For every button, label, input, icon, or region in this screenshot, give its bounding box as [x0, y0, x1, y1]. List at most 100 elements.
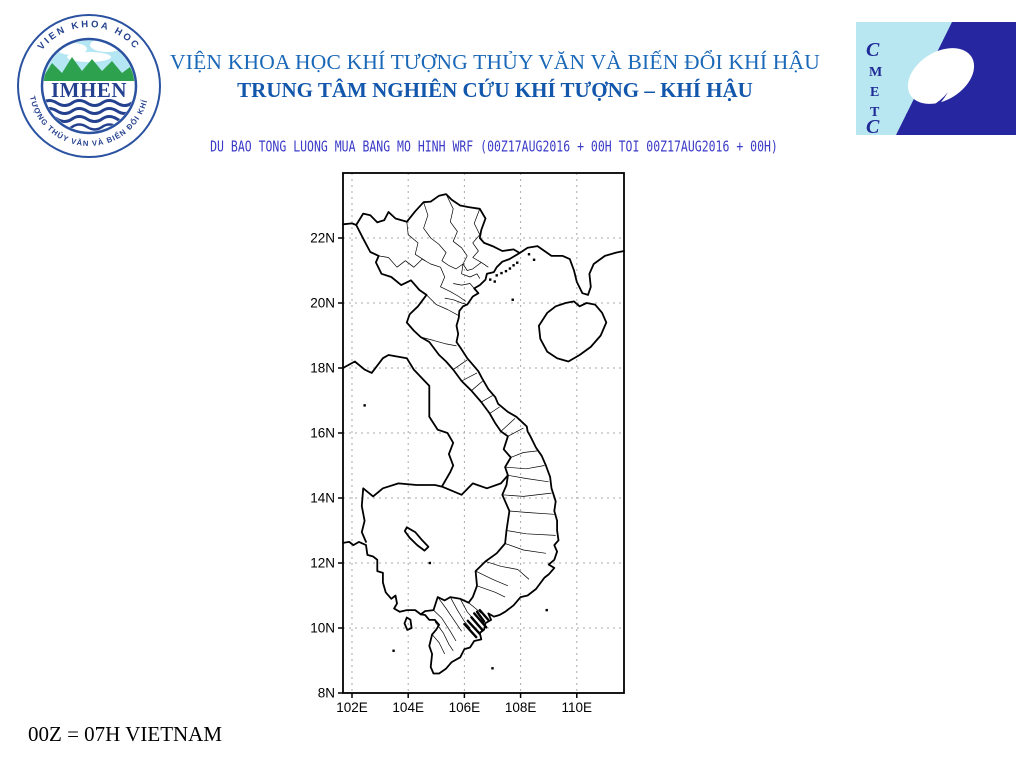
- timezone-note: 00Z = 07H VIETNAM: [28, 722, 223, 746]
- coastline: [518, 245, 625, 296]
- province-boundary: [437, 596, 462, 632]
- country-border: [440, 474, 509, 496]
- country-border: [342, 354, 455, 543]
- province-boundary: [507, 427, 524, 437]
- province-boundary: [453, 359, 468, 370]
- imhen-logo: IMHEN VIEN KHOA HOC KHÍ TƯỢNG THỦY VĂN V…: [14, 11, 161, 158]
- province-boundary: [433, 609, 457, 642]
- header: VIỆN KHOA HỌC KHÍ TƯỢNG THỦY VĂN VÀ BIẾN…: [0, 50, 990, 103]
- imhen-wave: [43, 99, 135, 107]
- islet: [500, 271, 503, 275]
- islet: [428, 561, 432, 565]
- province-boundary: [378, 255, 441, 268]
- province-boundary: [406, 221, 426, 261]
- islet: [511, 298, 514, 301]
- country-border: [355, 224, 512, 616]
- province-boundary: [507, 474, 549, 483]
- y-tick-label: 18N: [310, 361, 335, 376]
- river-mouth: [466, 619, 482, 635]
- islet: [527, 253, 531, 256]
- islet: [532, 258, 536, 261]
- river-mouth: [463, 622, 478, 639]
- x-tick-label: 106E: [449, 700, 481, 715]
- province-boundary: [440, 267, 467, 302]
- province-boundary: [475, 570, 509, 587]
- province-boundary: [504, 543, 546, 554]
- forecast-map: 102E 104E 106E 108E 110E 22N 20N 18N 16N 14N 12N 10…: [283, 165, 683, 740]
- y-tick-label: 10N: [310, 621, 335, 636]
- x-tick-label: 104E: [392, 700, 424, 715]
- coastline: [342, 193, 560, 675]
- x-tick-label: 102E: [336, 700, 368, 715]
- cmetc-letter-c2: C: [866, 116, 880, 135]
- imhen-cloud: [67, 52, 111, 62]
- islet: [512, 264, 515, 267]
- province-boundary: [434, 621, 454, 651]
- province-boundary: [502, 492, 552, 497]
- cmetc-letter-m: M: [869, 65, 882, 80]
- islet: [363, 404, 366, 407]
- map-title: DU BAO TONG LUONG MUA BANG MO HINH WRF (…: [210, 137, 778, 156]
- coastline: [403, 526, 430, 552]
- province-boundary: [461, 263, 481, 279]
- org-name-line2: TRUNG TÂM NGHIÊN CỨU KHÍ TƯỢNG – KHÍ HẬU: [237, 78, 753, 102]
- province-boundary: [445, 193, 468, 265]
- river-mouth: [470, 616, 484, 632]
- cmetc-swoosh: [907, 48, 975, 104]
- river-mouth: [472, 612, 488, 629]
- province-boundary: [500, 418, 516, 432]
- province-boundary: [468, 602, 482, 614]
- cmetc-swoosh-tail: [906, 92, 948, 122]
- cmetc-letter-t: T: [870, 105, 880, 120]
- islet: [493, 280, 496, 283]
- province-boundary: [509, 510, 555, 515]
- province-boundary: [431, 634, 446, 655]
- cmetc-letter-e: E: [870, 85, 879, 100]
- river-mouth: [475, 610, 486, 623]
- province-boundary: [459, 598, 474, 619]
- imhen-acronym: IMHEN: [51, 78, 127, 102]
- islet: [504, 269, 508, 273]
- province-boundary: [426, 294, 459, 316]
- river-mouth: [478, 608, 490, 622]
- org-name-line1: VIỆN KHOA HỌC KHÍ TƯỢNG THỦY VĂN VÀ BIẾN…: [170, 50, 820, 74]
- islet: [516, 261, 519, 264]
- x-tick-label: 110E: [562, 700, 593, 715]
- province-boundary: [453, 283, 475, 289]
- province-boundary: [448, 262, 482, 271]
- islet: [545, 608, 548, 612]
- province-boundary: [506, 530, 556, 536]
- province-boundary: [471, 380, 483, 391]
- y-tick-label: 12N: [310, 556, 335, 571]
- islet: [508, 267, 512, 270]
- y-tick-label: 16N: [310, 426, 335, 441]
- y-tick-label: 14N: [310, 491, 335, 506]
- cmetc-letter-c1: C: [866, 39, 880, 61]
- cmetc-logo: C M E T C: [856, 22, 1016, 135]
- islet: [491, 667, 494, 670]
- coastline: [403, 616, 413, 631]
- islet: [489, 278, 492, 281]
- province-boundary: [423, 202, 450, 266]
- province-boundary: [489, 406, 500, 414]
- islet: [495, 274, 498, 277]
- province-boundary: [485, 561, 530, 580]
- province-boundary: [481, 395, 493, 403]
- province-boundary: [449, 596, 471, 629]
- province-boundary: [510, 450, 538, 458]
- province-boundary: [476, 585, 506, 598]
- imhen-mountains: [43, 57, 135, 81]
- map-canvas: 102E 104E 106E 108E 110E 22N 20N 18N 16N 14N 12N 10…: [310, 172, 625, 715]
- province-boundary: [461, 372, 478, 382]
- islet: [392, 649, 395, 652]
- province-boundary: [420, 336, 457, 347]
- y-tick-label: 8N: [318, 686, 335, 701]
- province-boundary: [472, 208, 489, 268]
- x-tick-label: 108E: [505, 700, 537, 715]
- province-boundary: [444, 297, 468, 305]
- y-tick-label: 20N: [310, 296, 335, 311]
- map-frame: [342, 172, 625, 694]
- coastline: [537, 300, 608, 363]
- province-boundary: [505, 465, 545, 470]
